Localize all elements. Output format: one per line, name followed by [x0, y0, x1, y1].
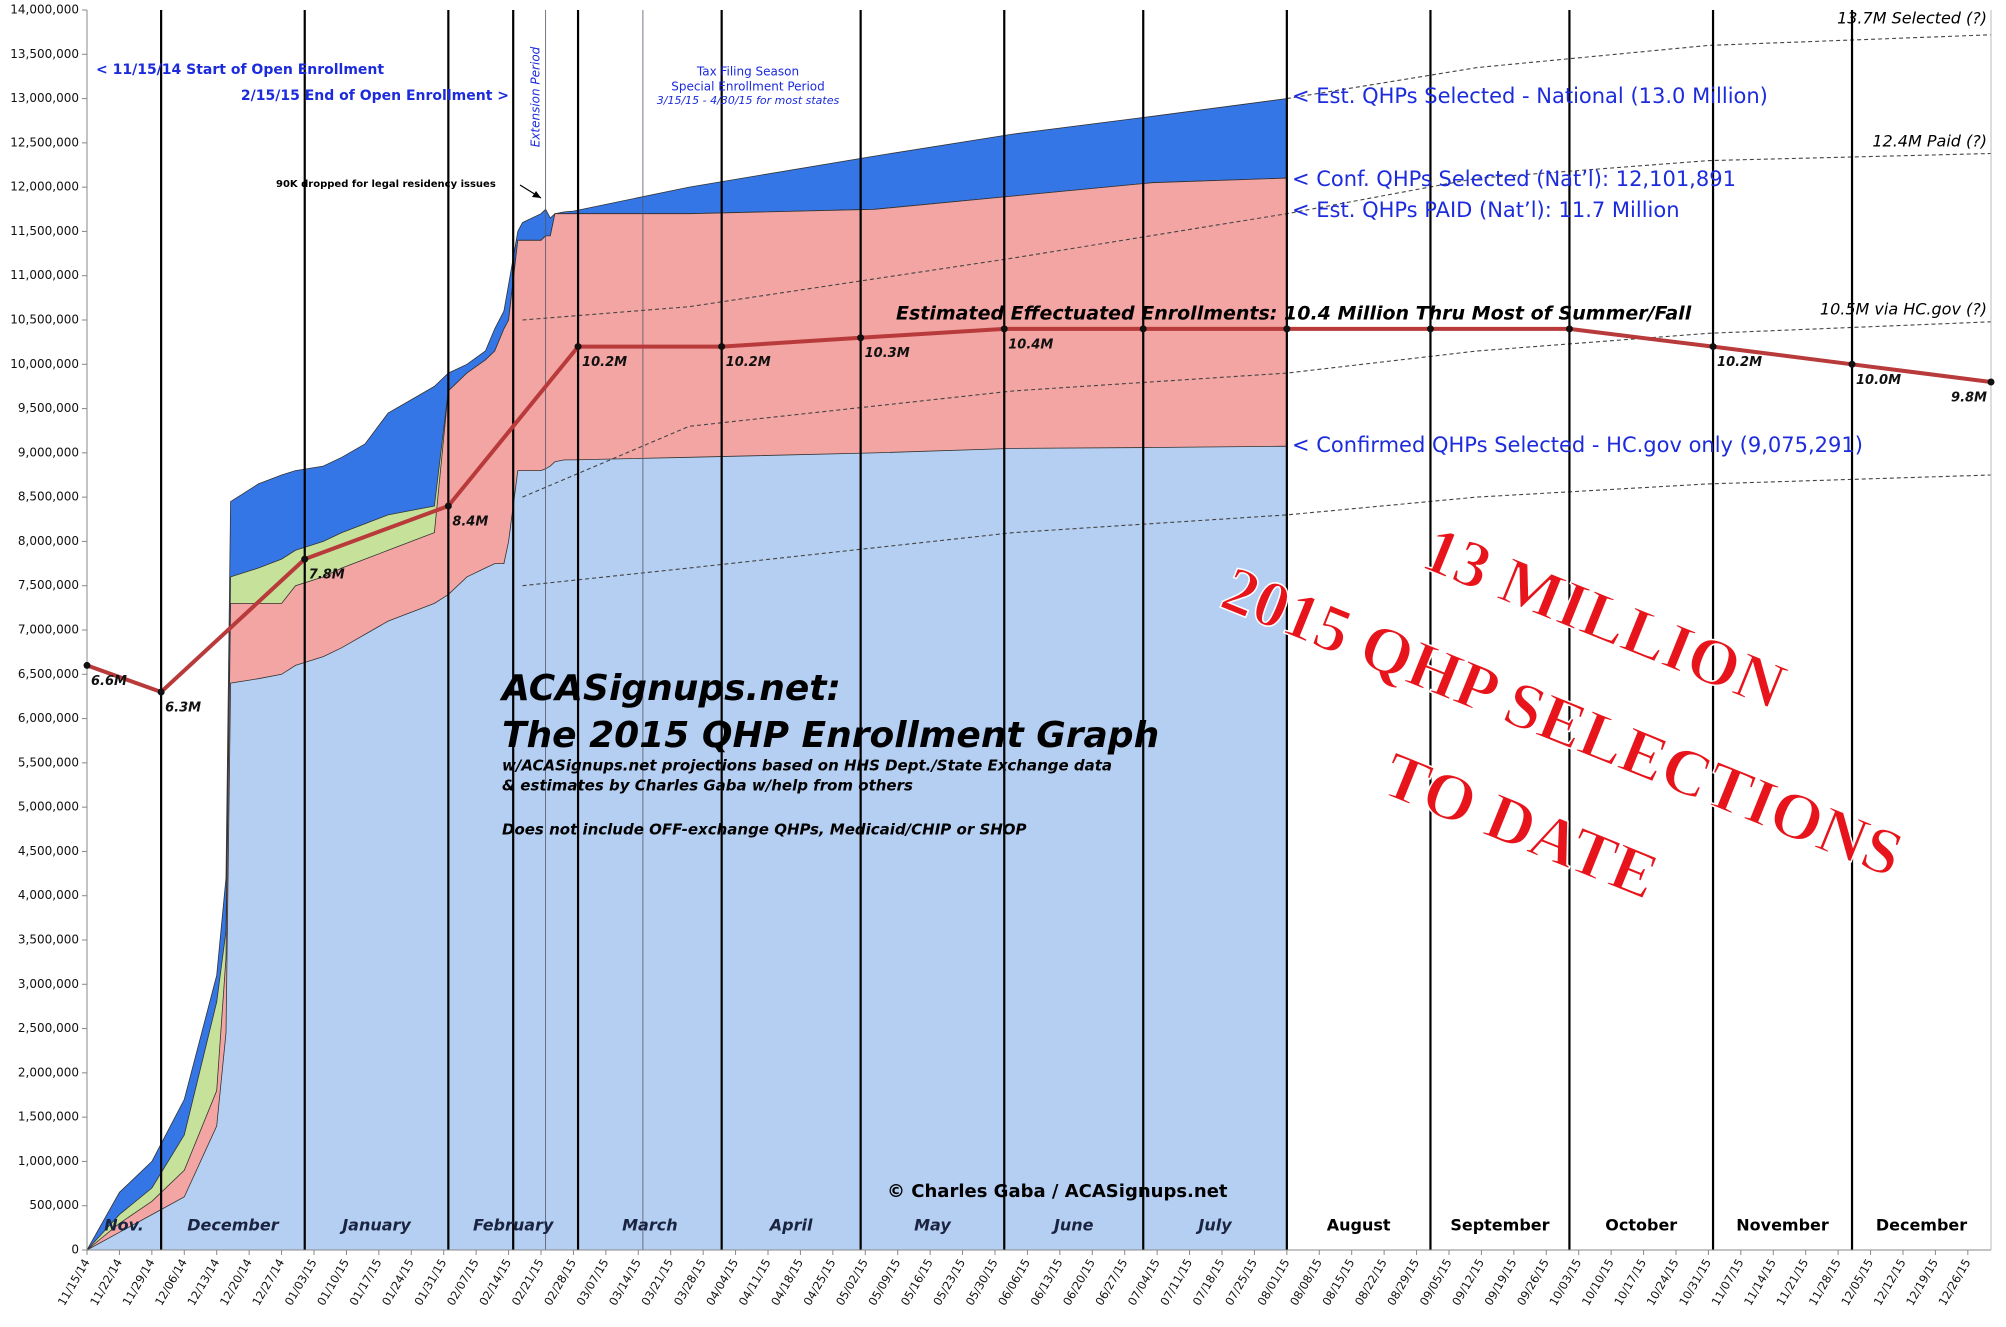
chart-title: ACASignups.net:	[499, 668, 841, 709]
y-tick-label: 2,500,000	[18, 1021, 79, 1035]
effectuated-point	[301, 555, 309, 563]
month-label: April	[768, 1216, 813, 1235]
y-tick-label: 5,000,000	[18, 800, 79, 814]
month-label: August	[1327, 1216, 1391, 1235]
y-tick-label: 11,000,000	[10, 268, 79, 282]
y-tick-label: 9,000,000	[18, 445, 79, 459]
data-label: 7.8M	[309, 568, 345, 583]
month-label: February	[473, 1216, 554, 1235]
annotation: Extension Period	[529, 46, 543, 147]
annotation: < Conf. QHPs Selected (Nat’l): 12,101,89…	[1292, 167, 1736, 191]
y-tick-label: 1,000,000	[18, 1154, 79, 1168]
x-tick-label: 12/26/15	[1936, 1256, 1974, 1308]
data-label: 9.8M	[1951, 391, 1987, 406]
chart-subtitle: The 2015 QHP Enrollment Graph	[502, 715, 1159, 756]
y-tick-label: 7,500,000	[18, 578, 79, 592]
y-tick-label: 6,500,000	[18, 667, 79, 681]
y-tick-label: 9,500,000	[18, 401, 79, 415]
month-label: June	[1051, 1216, 1094, 1235]
month-label: January	[339, 1216, 411, 1235]
month-label: Nov.	[104, 1216, 144, 1235]
area-series	[86, 445, 1288, 1251]
data-label: 6.6M	[91, 674, 127, 689]
annotation: < 11/15/14 Start of Open Enrollment	[96, 62, 384, 78]
annotation: 3/15/15 - 4/30/15 for most states	[657, 94, 840, 107]
month-label: November	[1736, 1216, 1829, 1235]
y-tick-label: 5,500,000	[18, 755, 79, 769]
arrow-head	[532, 191, 541, 198]
effectuated-point	[1565, 325, 1573, 333]
note: w/ACASignups.net projections based on HH…	[502, 757, 1112, 775]
projection-line	[522, 321, 1992, 498]
y-tick-label: 12,500,000	[10, 135, 79, 149]
note: & estimates by Charles Gaba w/help from …	[502, 777, 913, 795]
y-tick-label: 2,000,000	[18, 1065, 79, 1079]
annotation: Estimated Effectuated Enrollments: 10.4 …	[896, 303, 1692, 325]
effectuated-point	[157, 688, 165, 696]
effectuated-point	[718, 343, 726, 351]
month-label: July	[1195, 1216, 1232, 1235]
y-tick-label: 8,000,000	[18, 534, 79, 548]
month-label: December	[1876, 1216, 1967, 1235]
data-label: 6.3M	[165, 701, 201, 716]
effectuated-point	[1000, 325, 1008, 333]
effectuated-point	[1709, 343, 1717, 351]
effectuated-point	[1426, 325, 1434, 333]
annotation: 2/15/15 End of Open Enrollment >	[241, 88, 509, 104]
month-label: May	[914, 1216, 951, 1235]
data-label: 10.2M	[1717, 355, 1762, 370]
effectuated-point	[1848, 360, 1856, 368]
annotation: < Est. QHPs Selected - National (13.0 Mi…	[1292, 84, 1768, 108]
data-label: 10.3M	[865, 346, 910, 361]
note: Does not include OFF-exchange QHPs, Medi…	[502, 821, 1027, 839]
annotation: Tax Filing Season	[696, 65, 799, 79]
y-tick-label: 8,500,000	[18, 490, 79, 504]
annotation: 13.7M Selected (?)	[1837, 9, 1987, 28]
effectuated-point	[83, 661, 91, 669]
data-label: 10.2M	[726, 355, 771, 370]
y-tick-label: 7,000,000	[18, 623, 79, 637]
data-label: 8.4M	[452, 515, 488, 530]
y-tick-label: 11,500,000	[10, 224, 79, 238]
annotation: 10.5M via HC.gov (?)	[1820, 300, 1987, 319]
y-tick-label: 3,000,000	[18, 977, 79, 991]
annotation: 90K dropped for legal residency issues	[276, 179, 496, 190]
effectuated-point	[1283, 325, 1291, 333]
y-tick-label: 4,500,000	[18, 844, 79, 858]
month-label: September	[1450, 1216, 1549, 1235]
y-tick-label: 6,000,000	[18, 711, 79, 725]
effectuated-point	[574, 343, 582, 351]
y-tick-label: 3,500,000	[18, 933, 79, 947]
annotation: Special Enrollment Period	[671, 80, 825, 94]
annotation: 12.4M Paid (?)	[1872, 132, 1987, 151]
data-label: 10.0M	[1856, 373, 1901, 388]
month-label: October	[1605, 1216, 1677, 1235]
y-tick-label: 500,000	[29, 1198, 79, 1212]
y-tick-label: 13,500,000	[10, 47, 79, 61]
effectuated-point	[857, 334, 865, 342]
annotation: < Confirmed QHPs Selected - HC.gov only …	[1292, 433, 1863, 457]
y-tick-label: 1,500,000	[18, 1110, 79, 1124]
y-tick-label: 12,000,000	[10, 180, 79, 194]
credit: © Charles Gaba / ACASignups.net	[887, 1181, 1228, 1202]
projection-line	[522, 474, 1992, 587]
month-label: December	[187, 1216, 279, 1235]
effectuated-point	[1139, 325, 1147, 333]
y-tick-label: 10,500,000	[10, 313, 79, 327]
y-tick-label: 4,000,000	[18, 888, 79, 902]
y-tick-label: 14,000,000	[10, 3, 79, 17]
data-label: 10.2M	[582, 355, 627, 370]
y-tick-label: 13,000,000	[10, 91, 79, 105]
projection-line	[1286, 34, 1992, 100]
month-label: March	[622, 1216, 677, 1235]
effectuated-point	[1987, 378, 1995, 386]
effectuated-point	[444, 502, 452, 510]
annotation: < Est. QHPs PAID (Nat’l): 11.7 Million	[1292, 198, 1680, 222]
y-tick-label: 0	[71, 1243, 79, 1257]
y-tick-label: 10,000,000	[10, 357, 79, 371]
data-label: 10.4M	[1008, 337, 1053, 352]
